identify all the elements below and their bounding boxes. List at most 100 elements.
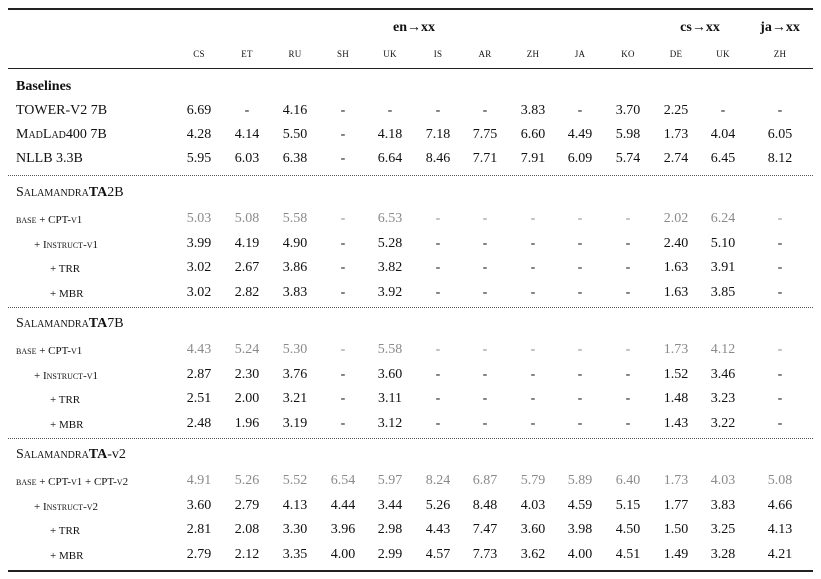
- table-cell: 6.87: [472, 473, 498, 488]
- table-cell: -: [777, 391, 783, 406]
- table-cell: 6.05: [767, 127, 793, 142]
- table-cell: 2.48: [186, 415, 212, 431]
- table-cell: -: [625, 391, 631, 406]
- column-header: sh: [336, 46, 350, 60]
- table-cell: -: [244, 103, 250, 118]
- table-cell: 4.04: [710, 127, 736, 142]
- table-cell: -: [577, 342, 583, 357]
- table-cell: 7.18: [425, 127, 451, 142]
- table-cell: 6.03: [234, 151, 260, 166]
- table-cell: 2.87: [186, 366, 212, 382]
- table-cell: 7.75: [472, 127, 498, 142]
- table-cell: 2.79: [234, 497, 260, 513]
- table-cell: 5.89: [567, 473, 593, 488]
- table-cell: 5.26: [234, 473, 260, 488]
- thick-rule: [8, 8, 813, 10]
- row-label: TOWER-V2 7B: [16, 103, 108, 118]
- column-header: uk: [716, 46, 730, 60]
- table-cell: 8.12: [767, 151, 793, 166]
- column-header: ko: [621, 46, 635, 60]
- dotted-rule: [8, 438, 813, 439]
- table-cell: 3.12: [377, 415, 403, 431]
- row-label: base + CPT-v1 + CPT-v2: [16, 476, 129, 488]
- section-title-suffix: -v2: [107, 447, 126, 462]
- table-cell: 6.53: [377, 211, 403, 226]
- table-cell: -: [340, 127, 346, 142]
- section-title-prefix: Salamandra: [16, 447, 89, 462]
- table-cell: 3.76: [282, 366, 308, 382]
- table-cell: -: [777, 103, 783, 118]
- table-cell: -: [482, 211, 488, 226]
- table-cell: -: [482, 235, 488, 251]
- table-cell: 3.46: [710, 366, 736, 382]
- column-header: et: [241, 46, 253, 60]
- table-cell: 4.00: [567, 546, 593, 562]
- column-header: cs: [193, 46, 205, 60]
- table-cell: -: [530, 260, 536, 275]
- section-title-suffix: 7B: [107, 316, 124, 331]
- thin-rule: [8, 68, 813, 69]
- table-cell: 2.30: [234, 366, 260, 382]
- table-cell: 1.49: [663, 546, 689, 562]
- table-cell: 8.24: [425, 473, 451, 488]
- table-cell: 5.08: [234, 211, 260, 226]
- table-cell: 3.82: [377, 260, 403, 275]
- table-cell: 3.83: [282, 284, 308, 300]
- table-cell: 3.25: [710, 522, 736, 537]
- table-cell: 4.13: [282, 497, 308, 513]
- section-title: SalamandraTA7B: [16, 316, 124, 332]
- table-cell: -: [625, 342, 631, 357]
- table-cell: 1.50: [663, 522, 689, 537]
- table-cell: 3.35: [282, 546, 308, 562]
- table-cell: 4.12: [710, 342, 736, 357]
- table-cell: 1.96: [234, 415, 260, 431]
- row-label: NLLB 3.3B: [16, 151, 83, 166]
- table-cell: 5.50: [282, 127, 308, 142]
- table-cell: 3.86: [282, 260, 308, 275]
- table-cell: -: [777, 284, 783, 300]
- table-cell: 4.51: [615, 546, 641, 562]
- table-cell: -: [435, 211, 441, 226]
- row-label: + MBR: [50, 549, 84, 562]
- table-cell: 1.63: [663, 260, 689, 275]
- table-cell: 4.50: [615, 522, 641, 537]
- column-header: ja: [574, 46, 586, 60]
- table-cell: 1.43: [663, 415, 689, 431]
- dotted-rule: [8, 307, 813, 308]
- table-cell: 6.38: [282, 151, 308, 166]
- table-cell: 7.91: [520, 151, 546, 166]
- table-cell: -: [777, 415, 783, 431]
- table-cell: -: [530, 342, 536, 357]
- table-cell: -: [482, 342, 488, 357]
- table-cell: 5.79: [520, 473, 546, 488]
- table-cell: 4.66: [767, 497, 793, 513]
- row-label: base + CPT-v1: [16, 214, 83, 226]
- table-cell: 2.98: [377, 522, 403, 537]
- table-cell: -: [482, 415, 488, 431]
- table-cell: 2.79: [186, 546, 212, 562]
- table-cell: -: [720, 103, 726, 118]
- group-header: cs→xx: [680, 20, 720, 35]
- section-title: SalamandraTA-v2: [16, 447, 126, 463]
- table-cell: -: [435, 366, 441, 382]
- table-cell: 4.49: [567, 127, 593, 142]
- table-cell: 3.02: [186, 284, 212, 300]
- column-header: ru: [288, 46, 302, 60]
- table-cell: 3.85: [710, 284, 736, 300]
- table-cell: 7.73: [472, 546, 498, 562]
- table-cell: 6.54: [330, 473, 356, 488]
- table-cell: -: [625, 366, 631, 382]
- table-cell: 4.03: [520, 497, 546, 513]
- column-header: zh: [773, 46, 787, 60]
- table-cell: 2.74: [663, 151, 689, 166]
- table-cell: 4.43: [186, 342, 212, 357]
- table-cell: -: [577, 415, 583, 431]
- table-cell: 3.98: [567, 522, 593, 537]
- table-cell: -: [482, 103, 488, 118]
- table-cell: 3.22: [710, 415, 736, 431]
- table-cell: -: [340, 391, 346, 406]
- table-cell: 4.59: [567, 497, 593, 513]
- table-cell: 1.73: [663, 127, 689, 142]
- table-cell: -: [435, 235, 441, 251]
